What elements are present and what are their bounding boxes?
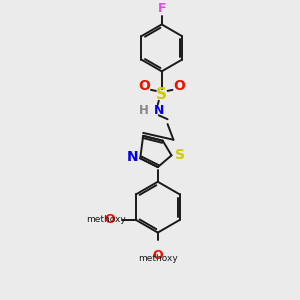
Text: methoxy: methoxy — [85, 215, 125, 224]
Text: F: F — [158, 2, 166, 15]
Text: O: O — [152, 249, 163, 262]
Text: N: N — [127, 150, 138, 164]
Text: methoxy: methoxy — [138, 254, 178, 263]
Text: O: O — [138, 79, 150, 93]
Text: N: N — [154, 104, 164, 117]
Text: O: O — [105, 213, 115, 226]
Text: O: O — [173, 79, 185, 93]
Text: S: S — [175, 148, 185, 162]
Text: H: H — [139, 104, 149, 117]
Text: S: S — [156, 87, 167, 102]
